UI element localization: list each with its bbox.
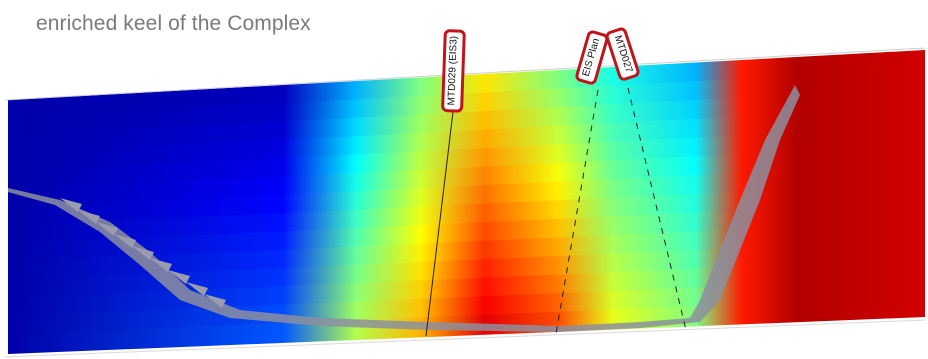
grade-band bbox=[8, 164, 925, 228]
drillhole-trace-mtd029 bbox=[425, 111, 454, 337]
surface-facet bbox=[204, 294, 226, 308]
drillhole-trace-eis-plan bbox=[555, 89, 599, 335]
surface-facet bbox=[78, 210, 100, 224]
surface-facet bbox=[60, 198, 82, 212]
grade-band bbox=[8, 88, 925, 156]
keel-surface-facets bbox=[60, 198, 226, 308]
grade-band bbox=[8, 259, 925, 318]
grade-band bbox=[8, 221, 925, 282]
grade-section-bands bbox=[8, 50, 925, 354]
surface-facet bbox=[150, 258, 172, 272]
grade-band bbox=[8, 145, 925, 210]
surface-facet bbox=[132, 246, 154, 260]
frame-edge-bottom bbox=[4, 319, 926, 358]
grade-band bbox=[8, 278, 925, 336]
surface-facet bbox=[168, 270, 190, 284]
figure-caption: enriched keel of the Complex bbox=[36, 12, 311, 35]
grade-band bbox=[8, 107, 925, 174]
frame-edge-top bbox=[4, 47, 926, 101]
surface-facet bbox=[96, 222, 118, 236]
grade-band bbox=[8, 183, 925, 246]
surface-facet bbox=[114, 234, 136, 248]
grade-band bbox=[8, 126, 925, 192]
drillhole-trace-mtd027 bbox=[627, 87, 687, 331]
grade-band bbox=[8, 240, 925, 300]
drillhole-label-mtd029: MTD029 (EIS3) bbox=[441, 28, 466, 113]
grade-band bbox=[8, 50, 925, 120]
grade-band bbox=[8, 202, 925, 264]
surface-facet bbox=[186, 282, 208, 296]
grade-band bbox=[8, 69, 925, 138]
